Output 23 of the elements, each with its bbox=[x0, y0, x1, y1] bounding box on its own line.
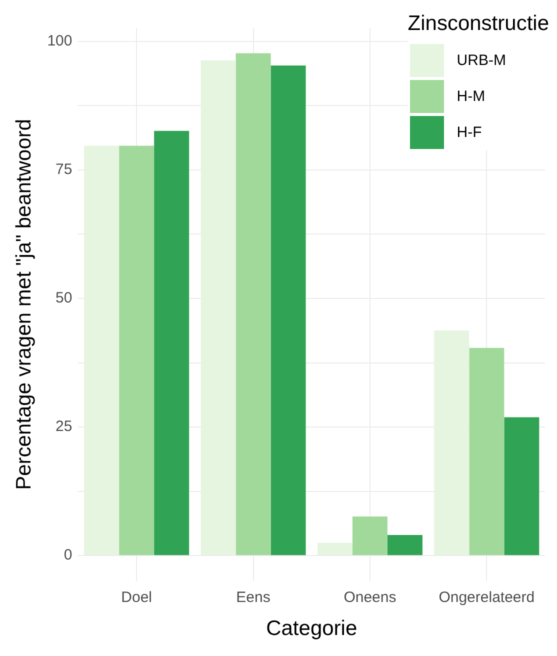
bar bbox=[469, 348, 504, 556]
legend-title: Zinsconstructie bbox=[408, 12, 549, 36]
x-tick-label: Oneens bbox=[344, 588, 396, 606]
y-axis-title: Percentage vragen met "ja" beantwoord bbox=[12, 118, 36, 490]
legend-label: URB-M bbox=[456, 52, 506, 68]
y-tick-label: 0 bbox=[64, 546, 72, 564]
x-axis-title: Categorie bbox=[266, 617, 358, 640]
y-tick-label: 25 bbox=[56, 418, 72, 436]
bar bbox=[236, 53, 271, 556]
y-tick-label: 75 bbox=[56, 161, 72, 178]
bar bbox=[387, 535, 422, 556]
legend-label: H-M bbox=[456, 88, 486, 104]
y-tick-label: 100 bbox=[47, 32, 72, 50]
bar bbox=[352, 516, 388, 556]
bar bbox=[154, 130, 190, 556]
x-tick-label: Doel bbox=[121, 588, 152, 606]
x-tick-label: Ongerelateerd bbox=[438, 588, 535, 606]
y-tick-label: 50 bbox=[56, 290, 72, 307]
x-tick-label: Eens bbox=[236, 588, 270, 606]
bar bbox=[504, 417, 540, 556]
legend-label: H-F bbox=[456, 124, 482, 140]
bar bbox=[270, 66, 306, 556]
bar bbox=[119, 146, 154, 556]
